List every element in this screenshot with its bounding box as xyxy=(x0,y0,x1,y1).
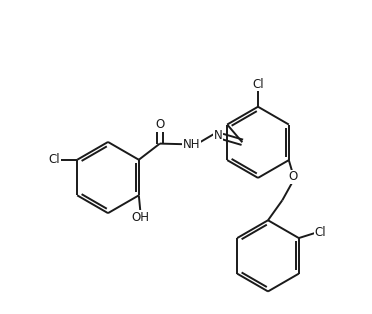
Text: Cl: Cl xyxy=(49,153,60,166)
Text: Cl: Cl xyxy=(314,226,326,239)
Text: O: O xyxy=(288,171,297,183)
Text: NH: NH xyxy=(183,138,200,151)
Text: N: N xyxy=(214,129,222,142)
Text: OH: OH xyxy=(131,211,150,224)
Text: Cl: Cl xyxy=(252,78,264,91)
Text: O: O xyxy=(155,118,164,131)
